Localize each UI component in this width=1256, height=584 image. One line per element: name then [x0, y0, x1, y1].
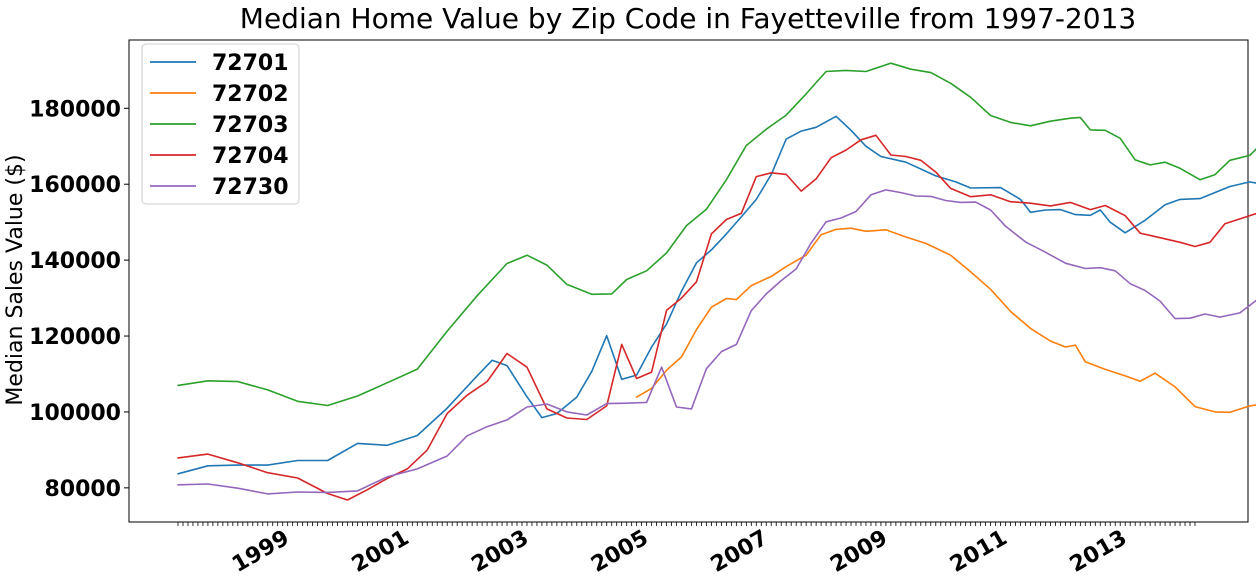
series-line-72704 [177, 134, 1256, 501]
plot-area [128, 39, 1249, 523]
legend-label: 72703 [212, 113, 289, 138]
series-line-72701 [177, 115, 1256, 475]
y-axis: 80000 100000 120000 140000 160000 180000 [29, 97, 129, 502]
x-tick-label: 2011 [946, 526, 1012, 578]
x-tick-label: 2001 [348, 526, 414, 578]
legend-label: 72730 [212, 175, 289, 200]
y-tick-label: 100000 [29, 401, 121, 426]
x-axis: 1999 2001 2003 2005 2007 2009 2011 2013 [228, 526, 1131, 578]
legend: 72701 72702 72703 72704 72730 [141, 43, 300, 205]
legend-box [141, 43, 300, 205]
legend-label: 72701 [212, 51, 289, 76]
y-tick-label: 180000 [29, 97, 121, 122]
y-tick-label: 160000 [29, 173, 121, 198]
y-tick-label: 140000 [29, 249, 121, 274]
series-line-72703 [177, 62, 1256, 407]
legend-label: 72704 [212, 144, 289, 169]
series-line-72702 [635, 227, 1256, 414]
x-tick-label: 2005 [587, 526, 653, 578]
y-axis-label: Median Sales Value ($) [3, 154, 28, 405]
x-axis-minor-ticks [177, 522, 1196, 526]
series-line-72730 [177, 189, 1256, 495]
y-tick-label: 120000 [29, 325, 121, 350]
x-tick-label: 1999 [228, 526, 294, 578]
series-lines [177, 62, 1256, 501]
legend-label: 72702 [212, 82, 289, 107]
x-tick-label: 2009 [826, 526, 892, 578]
chart-title: Median Home Value by Zip Code in Fayette… [240, 2, 1136, 35]
y-tick-label: 80000 [44, 477, 121, 502]
x-tick-label: 2003 [467, 526, 533, 578]
x-tick-label: 2013 [1066, 526, 1132, 578]
x-tick-label: 2007 [707, 526, 773, 578]
